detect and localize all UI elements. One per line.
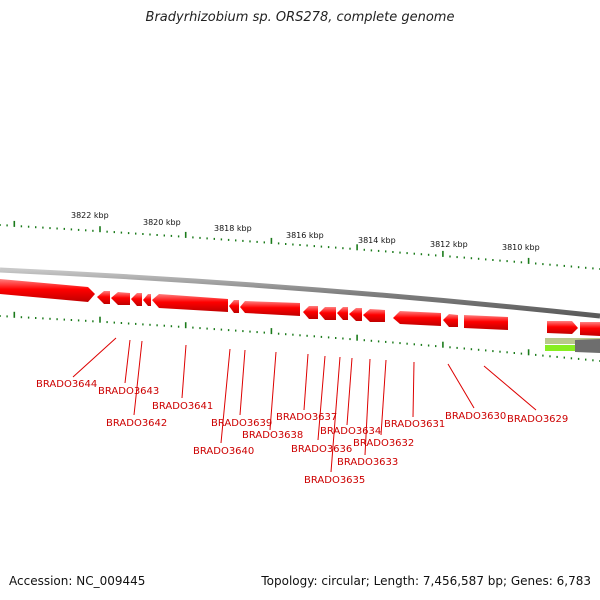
gene-arrow-brado3638[interactable] [229,300,239,313]
gene-arrow-brado3629[interactable] [464,315,508,330]
tick-label-3814: 3814 kbp [358,236,396,245]
genome-backbone [0,267,600,319]
gene-arrow-brado3640[interactable] [143,294,151,306]
tick-label-3812: 3812 kbp [430,240,468,249]
tick-marks-outer [0,220,600,270]
tick-marks-inner [0,311,600,362]
gene-arrow-brado3635[interactable] [319,307,336,320]
gene-arrow-brado3643[interactable] [97,291,110,304]
gene-arrow-brado3632[interactable] [363,309,385,322]
gene-label-brado3640[interactable]: BRADO3640 [193,446,254,457]
gene-arrow-brado3641[interactable] [131,293,142,306]
leader-line-brado3634 [346,357,353,426]
leader-line-brado3631 [412,361,415,418]
gene-label-brado3644[interactable]: BRADO3644 [36,379,97,390]
gene-label-brado3630[interactable]: BRADO3630 [445,411,506,422]
gene-label-brado3633[interactable]: BRADO3633 [337,457,398,468]
gene-arrow-edge[interactable] [580,322,600,336]
tick-label-3822: 3822 kbp [71,211,109,220]
gene-arrow-brado3636[interactable] [303,306,318,319]
leader-line-brado3629 [483,365,537,411]
gene-label-brado3634[interactable]: BRADO3634 [320,426,381,437]
gene-label-brado3642[interactable]: BRADO3642 [106,418,167,429]
gene-track [0,279,600,336]
leader-line-brado3636 [317,355,326,441]
leader-line-brado3633 [364,358,371,456]
leader-line-brado3642 [133,340,143,416]
label-leader-lines [72,337,537,473]
genome-summary-text: Topology: circular; Length: 7,456,587 bp… [261,574,591,588]
gene-label-brado3639[interactable]: BRADO3639 [211,418,272,429]
tick-label-3820: 3820 kbp [143,218,181,227]
gene-arrow-brado3644[interactable] [0,279,95,302]
gene-label-brado3629[interactable]: BRADO3629 [507,414,568,425]
leader-line-brado3641 [181,344,187,399]
gene-arrow-brado3634[interactable] [337,307,348,320]
leader-line-brado3630 [447,363,475,409]
leader-line-brado3643 [124,339,131,384]
tick-label-3810: 3810 kbp [502,243,540,252]
gene-label-brado3632[interactable]: BRADO3632 [353,438,414,449]
leader-line-brado3637 [303,353,309,411]
gene-arrow-brado3631[interactable] [393,311,441,326]
leader-line-brado3635 [330,356,341,473]
gene-label-brado3643[interactable]: BRADO3643 [98,386,159,397]
tick-label-3818: 3818 kbp [214,224,252,233]
gene-arrow-brado3639[interactable] [152,294,228,312]
accession-text: Accession: NC_009445 [9,574,146,588]
gene-label-brado3631[interactable]: BRADO3631 [384,419,445,430]
gene-arrow-next[interactable] [547,321,578,334]
leader-line-brado3632 [380,359,387,436]
tick-label-3816: 3816 kbp [286,231,324,240]
feature-track-right [545,338,600,353]
gene-label-brado3635[interactable]: BRADO3635 [304,475,365,486]
gene-label-brado3641[interactable]: BRADO3641 [152,401,213,412]
gene-arrow-brado3642[interactable] [111,292,130,305]
gene-arrow-brado3637[interactable] [240,301,300,316]
map-title: Bradyrhizobium sp. ORS278, complete geno… [145,10,455,25]
gene-label-brado3636[interactable]: BRADO3636 [291,444,352,455]
gene-label-brado3637[interactable]: BRADO3637 [276,412,337,423]
gene-arrow-brado3633[interactable] [349,308,362,321]
leader-line-brado3638 [269,351,277,431]
leader-line-brado3640 [220,348,231,444]
gene-label-brado3638[interactable]: BRADO3638 [242,430,303,441]
gene-arrow-brado3630[interactable] [443,314,458,327]
leader-line-brado3644 [72,337,117,378]
leader-line-brado3639 [239,349,246,416]
